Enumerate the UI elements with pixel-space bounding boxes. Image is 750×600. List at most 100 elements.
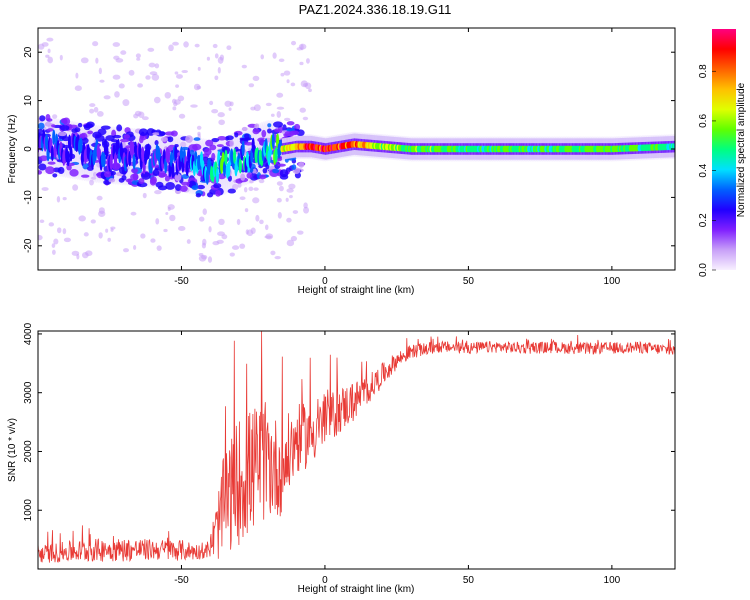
heatmap-cell xyxy=(63,197,67,200)
heatmap-cell xyxy=(168,204,175,210)
heatmap-cell xyxy=(89,103,95,107)
y-tick-label: 4000 xyxy=(23,322,34,345)
heatmap-cell xyxy=(181,70,187,73)
heatmap-cell xyxy=(259,220,264,225)
heatmap-cell xyxy=(172,106,176,110)
heatmap-cell xyxy=(47,128,54,132)
y-tick-label: 20 xyxy=(23,46,34,58)
heatmap-cell xyxy=(165,131,175,135)
colorbar-label: Normalized spectral amplitude xyxy=(736,82,747,217)
heatmap-cell xyxy=(259,179,265,183)
heatmap-cell xyxy=(97,196,103,201)
heatmap-cell xyxy=(287,79,290,83)
heatmap-cell xyxy=(52,129,55,144)
y-tick-label: -20 xyxy=(23,238,34,253)
heatmap-cell xyxy=(45,122,52,127)
heatmap-cell xyxy=(199,216,204,221)
heatmap-cell xyxy=(239,243,245,248)
heatmap-cell xyxy=(149,63,156,68)
heatmap-cell xyxy=(232,245,239,250)
heatmap-cell xyxy=(91,177,96,180)
heatmap-cell xyxy=(136,58,140,61)
heatmap-cell xyxy=(45,166,54,174)
x-tick-label: -50 xyxy=(174,276,189,287)
heatmap-cell xyxy=(81,175,90,178)
snr-plot-area xyxy=(38,331,675,569)
heatmap-cell xyxy=(277,181,283,186)
heatmap-cell xyxy=(259,174,266,179)
heatmap-cell xyxy=(99,80,104,83)
heatmap-cell xyxy=(303,83,308,87)
heatmap-cell xyxy=(224,150,227,165)
heatmap-cell xyxy=(275,147,278,162)
heatmap-cell xyxy=(276,93,283,98)
heatmap-cell xyxy=(175,71,179,74)
heatmap-cell xyxy=(113,56,119,60)
colorbar-gradient xyxy=(712,29,736,270)
spectrogram-x-label: Height of straight line (km) xyxy=(298,285,415,296)
heatmap-cell xyxy=(64,238,71,243)
x-tick-label: 100 xyxy=(604,575,621,586)
heatmap-cell xyxy=(273,121,283,127)
heatmap-cell xyxy=(289,130,299,135)
heatmap-cell xyxy=(271,114,275,117)
heatmap-cell xyxy=(242,127,248,131)
heatmap-cell xyxy=(197,126,202,130)
heatmap-cell xyxy=(147,144,150,159)
heatmap-cell xyxy=(287,240,294,247)
colorbar-tick-label: 0.0 xyxy=(698,263,709,277)
heatmap-cell xyxy=(124,134,131,139)
heatmap-cell xyxy=(72,184,78,191)
heatmap-cell xyxy=(277,111,281,118)
heatmap-cell xyxy=(46,38,53,42)
heatmap-cell xyxy=(303,117,308,121)
heatmap-cell xyxy=(63,118,70,126)
heatmap-cell xyxy=(165,176,170,182)
heatmap-cell xyxy=(194,137,201,141)
heatmap-cell xyxy=(279,58,285,62)
heatmap-cell xyxy=(214,75,218,80)
heatmap-cell xyxy=(270,251,275,256)
heatmap-cell xyxy=(49,222,54,226)
heatmap-cell xyxy=(293,210,298,214)
y-tick-label: 2000 xyxy=(23,440,34,463)
spectrogram-y-label: Frequency (Hz) xyxy=(7,115,18,184)
heatmap-cell xyxy=(199,255,207,261)
heatmap-cell xyxy=(245,208,248,212)
heatmap-cell xyxy=(139,128,148,136)
heatmap-cell xyxy=(51,145,54,160)
heatmap-cell xyxy=(169,215,175,221)
heatmap-cell xyxy=(78,123,83,127)
heatmap-cell xyxy=(150,71,158,75)
heatmap-cell xyxy=(250,107,255,111)
heatmap-cell xyxy=(141,172,151,180)
heatmap-cell xyxy=(48,49,51,54)
heatmap-cell xyxy=(105,229,108,233)
heatmap-cell xyxy=(42,42,49,47)
heatmap-cell xyxy=(181,182,190,186)
heatmap-cell xyxy=(288,184,295,190)
heatmap-cell xyxy=(129,70,135,76)
heatmap-cell xyxy=(242,141,245,156)
heatmap-cell xyxy=(211,153,215,161)
x-tick-label: -50 xyxy=(174,575,189,586)
x-tick-label: 100 xyxy=(604,276,621,287)
heatmap-cell xyxy=(278,212,282,219)
heatmap-cell xyxy=(114,91,120,98)
heatmap-cell xyxy=(265,233,273,239)
heatmap-cell xyxy=(133,173,139,181)
heatmap-cell xyxy=(41,187,48,191)
heatmap-cell xyxy=(119,83,125,88)
heatmap-cell xyxy=(139,137,144,144)
heatmap-cell xyxy=(291,83,296,87)
heatmap-cell xyxy=(260,54,264,59)
heatmap-cell xyxy=(145,75,150,80)
heatmap-cell xyxy=(292,164,297,170)
heatmap-cell xyxy=(178,226,186,231)
snr-y-label: SNR (10 * v/v) xyxy=(7,418,18,482)
heatmap-cell xyxy=(172,42,179,46)
heatmap-cell xyxy=(230,253,235,257)
x-tick-label: 50 xyxy=(463,276,475,287)
heatmap-cell xyxy=(266,103,272,106)
heatmap-cell xyxy=(159,131,166,135)
